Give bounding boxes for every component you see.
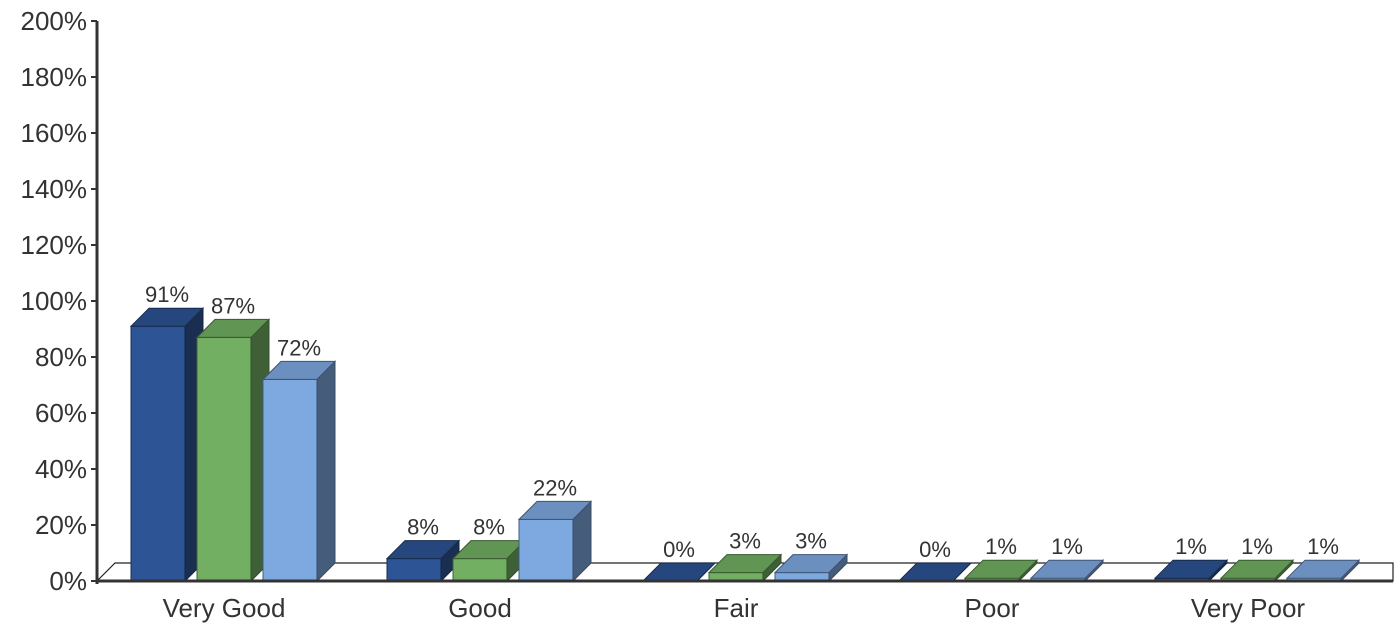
bar-front [452,558,508,582]
y-tick-label: 100% [21,286,88,316]
data-label: 0% [919,537,951,562]
bar-front [196,336,252,582]
bar-top [517,500,593,520]
x-category-label: Very Poor [1191,593,1306,623]
bar-top [773,554,849,574]
bar [195,318,271,583]
bar [129,306,205,583]
data-label: 1% [1051,534,1083,559]
y-tick-label: 20% [35,510,87,540]
y-tick-label: 0% [49,566,87,596]
data-label: 3% [729,529,761,554]
data-label: 22% [533,475,577,500]
bar-top [129,307,205,327]
data-label: 91% [145,282,189,307]
bar-top [385,540,461,560]
bars-group [129,306,1361,583]
x-axis: Very Good Good Fair Poor Very Poor [97,579,1393,623]
data-label: 8% [407,515,439,540]
bar [385,539,461,583]
bar [707,553,783,583]
bar [261,360,337,583]
y-tick-label: 160% [21,118,88,148]
bar-top [1219,559,1295,579]
y-tick-label: 120% [21,230,88,260]
data-label: 72% [277,335,321,360]
bar-front [386,558,442,582]
data-label: 1% [985,534,1017,559]
x-category-label: Very Good [163,593,286,623]
data-label: 3% [795,529,827,554]
bar-front [518,518,574,582]
bar-side [316,360,336,583]
bar-front [262,378,318,582]
data-label: 8% [473,515,505,540]
y-tick-label: 200% [21,6,88,36]
y-tick-label: 40% [35,454,87,484]
bar-top [963,559,1039,579]
x-category-label: Fair [714,593,759,623]
bar [773,553,849,583]
y-tick-label: 180% [21,62,88,92]
bar-top [1285,559,1361,579]
bar-top [1153,559,1229,579]
bar [451,539,527,583]
y-axis: 0% 20% 40% 60% 80% 100% 120% 140% 160% 180% 200% [21,6,99,596]
bar [517,500,593,583]
y-tick-label: 140% [21,174,88,204]
x-category-label: Poor [965,593,1020,623]
data-label: 1% [1241,534,1273,559]
bar-top [1029,559,1105,579]
bar-top [707,554,783,574]
bar-front [130,325,186,582]
data-labels-group: 91% 87% 72% 8% 8% 22% 0% 3% 3% 0% 1% 1% 1% 1% 1% [145,282,1339,562]
data-label: 1% [1175,534,1207,559]
x-category-label: Good [448,593,512,623]
data-label: 87% [211,293,255,318]
data-label: 1% [1307,534,1339,559]
y-tick-label: 80% [35,342,87,372]
data-label: 0% [663,537,695,562]
bar-top [261,360,337,380]
bar-top [195,318,271,338]
y-tick-label: 60% [35,398,87,428]
